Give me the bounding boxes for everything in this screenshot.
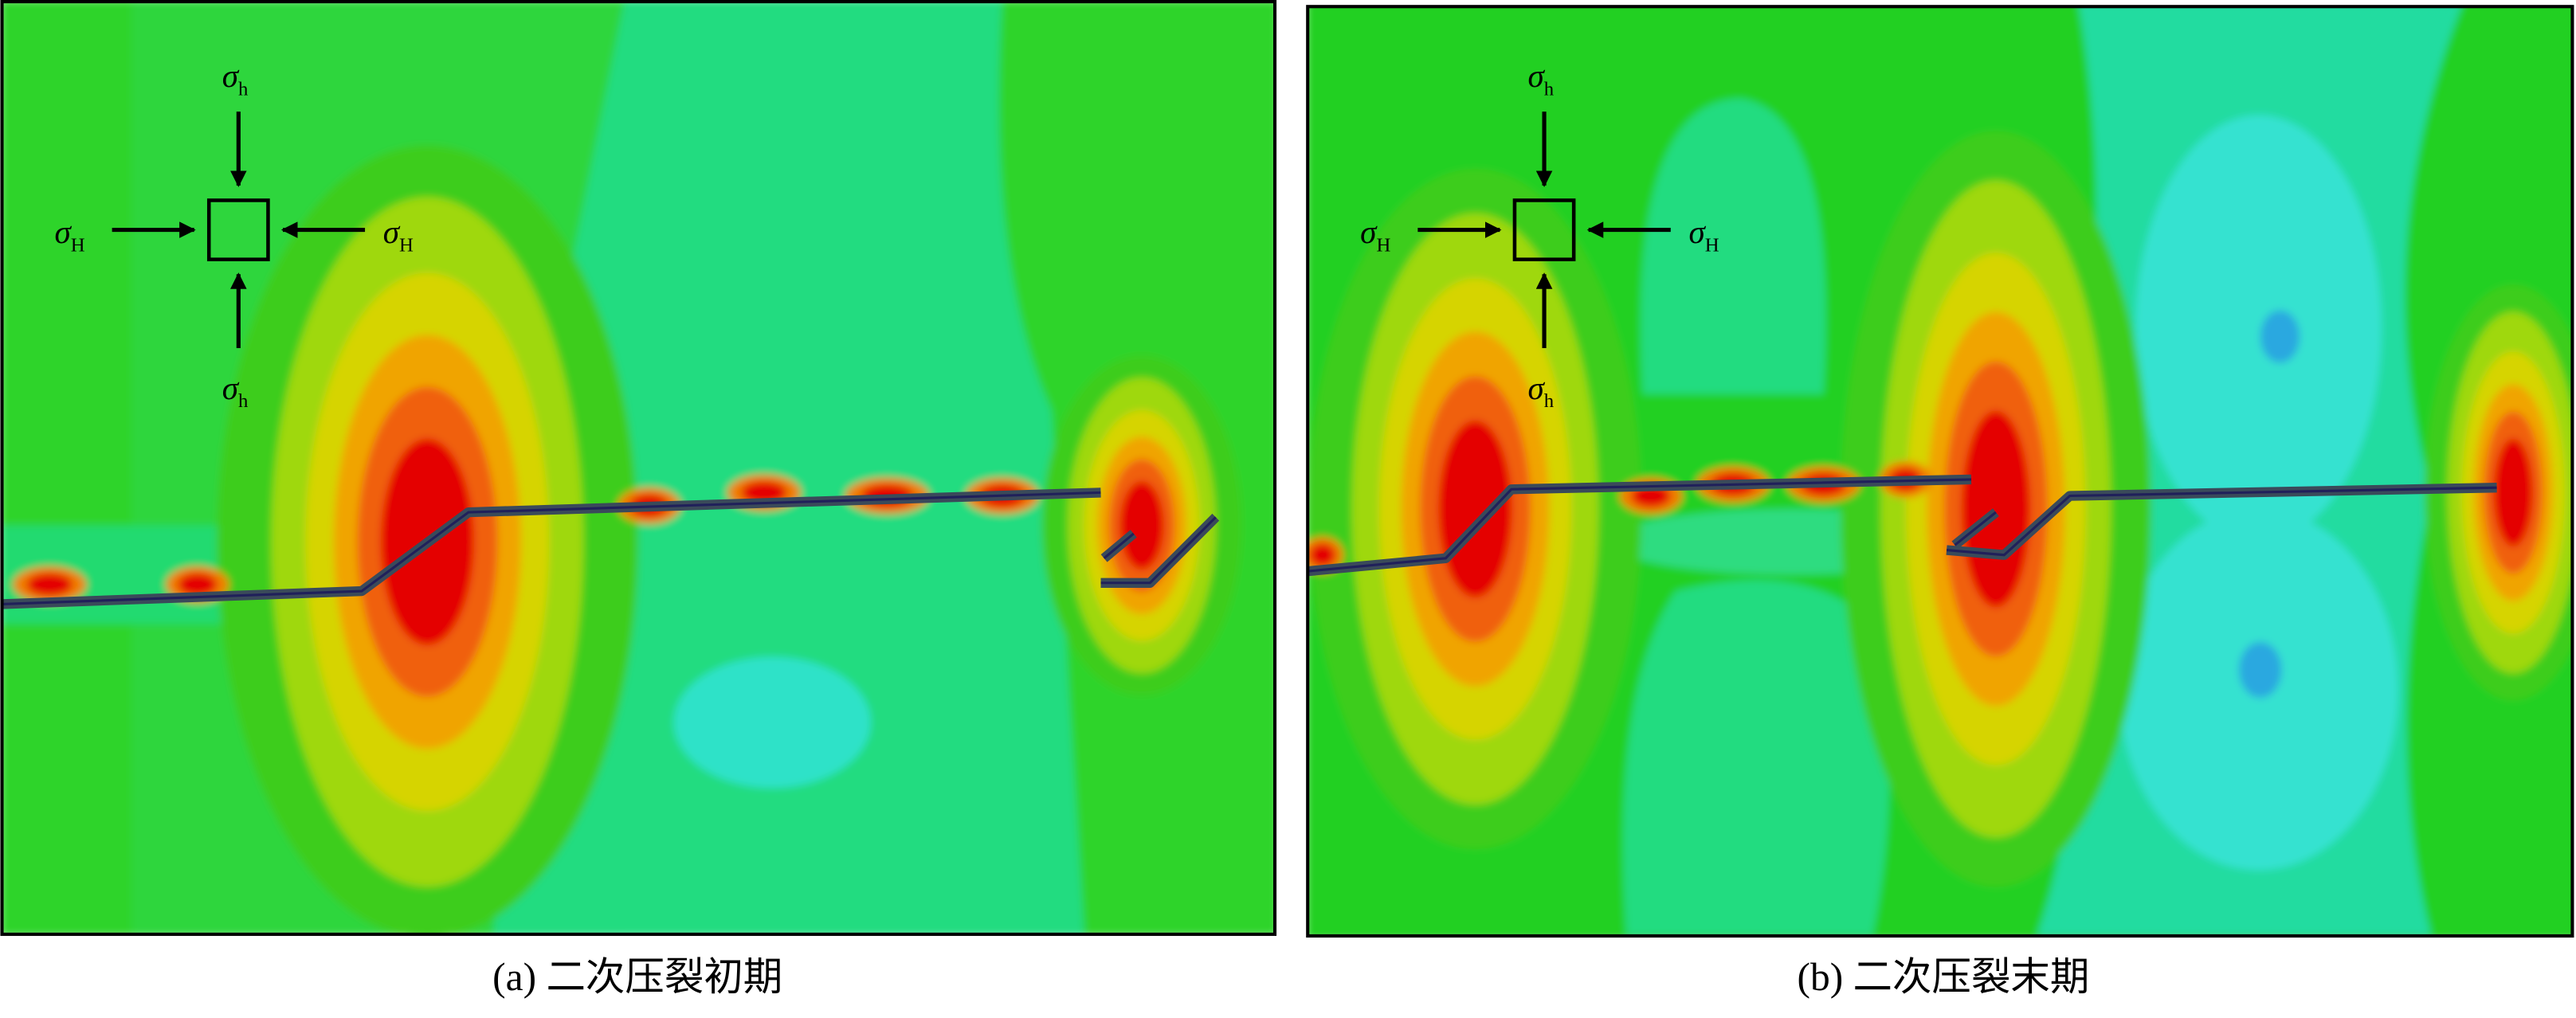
- contour-band: [1119, 480, 1164, 570]
- fracture-core: [1103, 532, 1135, 560]
- stress-symbol: σ: [1527, 370, 1545, 406]
- field-zone: [2260, 310, 2300, 363]
- stress-spot: [26, 573, 73, 597]
- stress-subscript: h: [1544, 390, 1555, 412]
- stress-subscript: H: [1377, 234, 1391, 256]
- contour-band: [2493, 438, 2533, 547]
- panel-caption: (a) 二次压裂初期: [492, 955, 782, 999]
- stress-label: σh: [1527, 57, 1554, 100]
- field-zone: [673, 656, 871, 789]
- stress-spot: [1309, 543, 1336, 567]
- contour-band: [1438, 420, 1512, 598]
- fracture-core: [1308, 478, 1972, 573]
- stress-symbol: σ: [1527, 57, 1545, 94]
- stress-label: σH: [54, 213, 84, 256]
- stress-label: σh: [1527, 370, 1554, 412]
- stress-subscript: h: [1544, 79, 1555, 100]
- field-zone: [2238, 641, 2282, 699]
- fracture-core: [1954, 511, 1997, 546]
- stress-symbol: σ: [222, 370, 240, 406]
- stress-subscript: h: [238, 390, 249, 412]
- panel-border: [0, 0, 1277, 936]
- stress-symbol: σ: [1688, 213, 1706, 250]
- field: [2, 2, 1276, 934]
- contour-band: [1961, 410, 2031, 608]
- stress-symbol: σ: [383, 213, 401, 250]
- stress-spot: [178, 573, 218, 597]
- stress-subscript: h: [238, 79, 249, 100]
- panel-a-field: [2, 2, 1276, 934]
- fracture-core: [1946, 486, 2497, 557]
- panel-b-field: [1308, 6, 2573, 936]
- field-zone: [1623, 580, 1889, 936]
- stress-label: σh: [222, 57, 249, 100]
- stress-symbol: σ: [54, 213, 72, 250]
- field-zone: [2135, 115, 2382, 542]
- fracture-core: [1100, 516, 1217, 585]
- panel-caption: (b) 二次压裂末期: [1798, 955, 2090, 999]
- stress-symbol: σ: [1360, 213, 1378, 250]
- field: [1308, 6, 2573, 936]
- stress-subscript: H: [71, 234, 85, 256]
- fracture-core: [2, 491, 1101, 606]
- stress-label: σh: [222, 370, 249, 412]
- stress-subscript: H: [1705, 234, 1719, 256]
- stress-symbol: σ: [222, 57, 240, 94]
- stress-label: σH: [1360, 213, 1390, 256]
- element-square: [206, 198, 270, 261]
- element-square: [1512, 198, 1576, 261]
- field-zone: [1641, 98, 1826, 394]
- panel-border: [1306, 5, 2574, 938]
- field-zone: [493, 2, 1084, 934]
- stress-label: σH: [383, 213, 414, 256]
- stress-subscript: H: [399, 234, 414, 256]
- stress-label: σH: [1688, 213, 1719, 256]
